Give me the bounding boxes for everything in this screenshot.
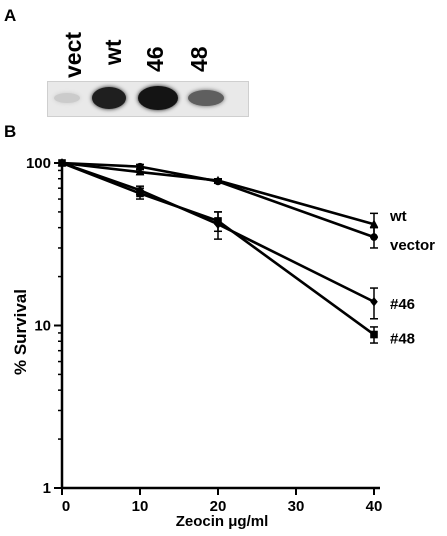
series-label-vector: vector (390, 237, 435, 254)
series-line-vector (61, 161, 375, 239)
y-axis-label: % Survival (11, 289, 30, 375)
point-vector (136, 162, 144, 171)
lane-label-wt: wt (100, 39, 126, 65)
series-line-wt (61, 161, 375, 226)
lane-label-vect: vect (60, 31, 86, 78)
blot-band-vect (54, 93, 80, 103)
point-46 (370, 296, 378, 307)
point-48 (214, 217, 222, 225)
panel-b-label: B (4, 122, 17, 141)
point-wt (369, 219, 379, 228)
x-axis-label: Zeocin μg/ml (176, 513, 269, 530)
x-tick-label: 10 (132, 498, 149, 515)
series-label-48: #48 (390, 331, 415, 348)
chart-series: wt vector #46 #48 (57, 158, 435, 348)
lane-label-48: 48 (186, 46, 212, 72)
blot-band-48 (188, 90, 224, 106)
series-label-wt: wt (389, 208, 407, 225)
y-tick-label: 100 (26, 155, 51, 172)
x-tick-label: 0 (62, 498, 70, 515)
x-tick-label: 40 (366, 498, 383, 515)
point-vector (214, 177, 222, 186)
blot-band-46 (138, 86, 178, 110)
y-tick-label: 10 (34, 318, 51, 335)
point-48 (370, 330, 378, 339)
blot-band-wt (92, 87, 126, 109)
x-tick-label: 30 (288, 498, 305, 515)
series-line-48 (61, 161, 375, 336)
x-tick-label: 20 (210, 498, 227, 515)
chart-axes: 1 10 100 0 10 20 30 40 (26, 155, 382, 515)
survival-chart: 1 10 100 0 10 20 30 40 wt vector #46 #48 % Surviva… (11, 155, 435, 530)
point-48 (136, 189, 144, 198)
western-blot (47, 81, 249, 117)
panel-a-label: A (4, 6, 17, 25)
point-vector (370, 233, 378, 241)
point-wt (135, 167, 145, 176)
lane-label-46: 46 (142, 46, 168, 72)
series-label-46: #46 (390, 296, 415, 313)
point-48 (58, 159, 66, 167)
y-tick-label: 1 (43, 480, 51, 497)
